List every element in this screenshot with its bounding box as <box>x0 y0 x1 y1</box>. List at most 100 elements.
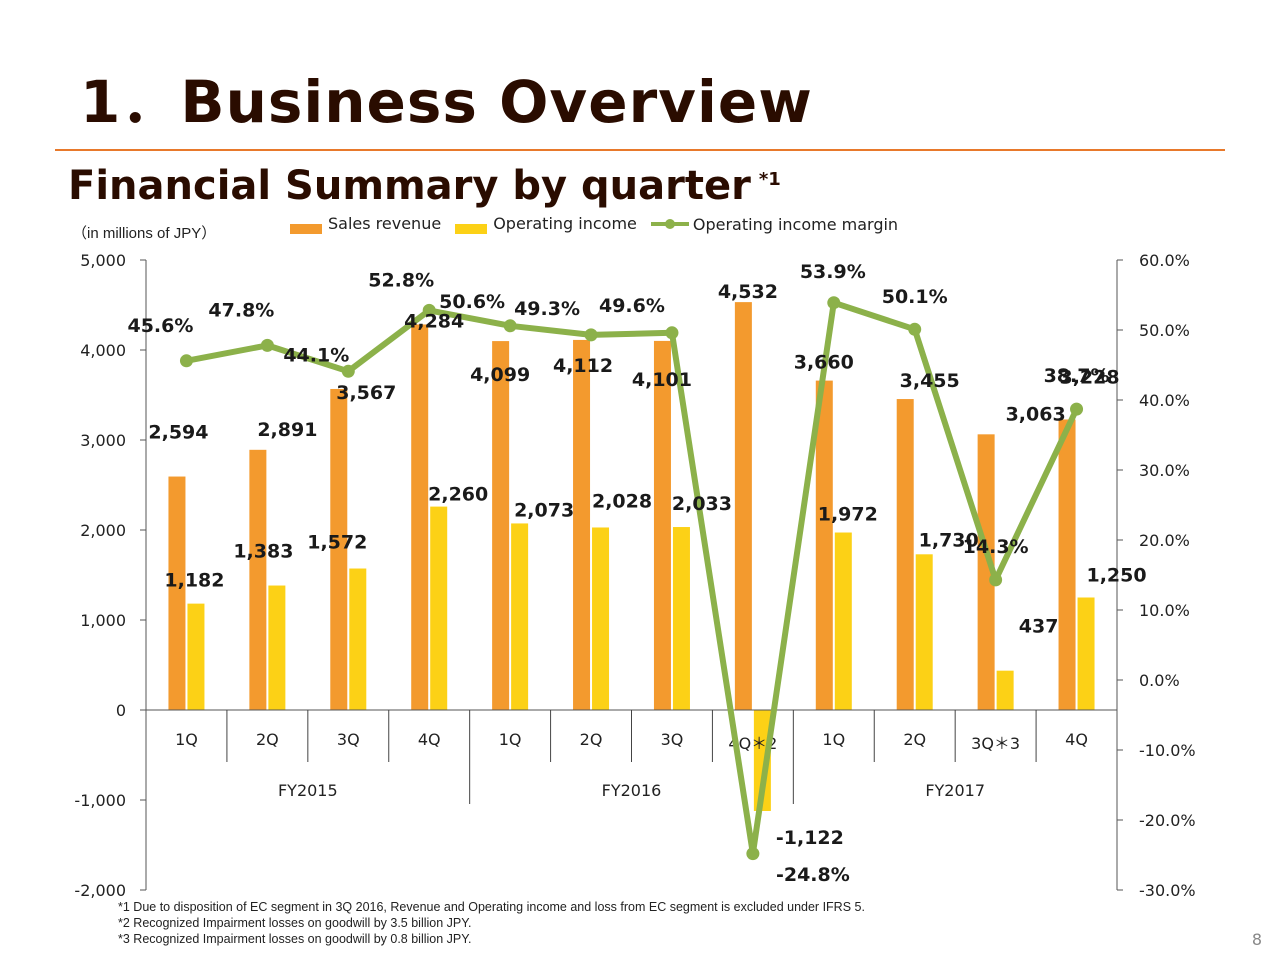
y-right-tick-label: 10.0% <box>1139 601 1190 620</box>
data-label-operating-income-margin: 49.3% <box>514 298 580 320</box>
page-number: 8 <box>1251 930 1262 949</box>
y-left-tick-label: -1,000 <box>74 791 126 810</box>
data-label-operating-income-margin: 50.6% <box>439 291 505 313</box>
data-label-operating-income: 1,730 <box>919 529 979 551</box>
chart-title: Financial Summary by quarter *1 <box>68 163 781 209</box>
y-left-tick-label: 4,000 <box>80 341 126 360</box>
data-label-sales-revenue: 4,101 <box>632 369 692 391</box>
title-divider <box>55 149 1225 151</box>
data-label-operating-income: 2,033 <box>672 493 732 515</box>
bar-sales-revenue <box>573 339 591 710</box>
x-category-label: 3Q <box>661 730 684 749</box>
data-label-operating-income-margin: 47.8% <box>208 299 274 321</box>
chart-title-footnote-mark: *1 <box>758 168 781 190</box>
data-label-sales-revenue: 4,284 <box>404 310 464 332</box>
point-operating-income-margin <box>827 296 841 310</box>
x-group-label: FY2017 <box>925 781 985 800</box>
data-label-operating-income-margin: 45.6% <box>127 315 193 337</box>
footnote-1: *1 Due to disposition of EC segment in 3… <box>118 900 865 914</box>
bar-operating-income <box>915 554 933 710</box>
x-category-label: 4Q <box>418 730 441 749</box>
x-group-label: FY2016 <box>602 781 662 800</box>
y-right-tick-label: 50.0% <box>1139 321 1190 340</box>
data-label-sales-revenue: 3,063 <box>1006 403 1066 425</box>
legend-swatch-operating-income <box>455 224 488 234</box>
y-right-tick-label: 30.0% <box>1139 461 1190 480</box>
data-label-operating-income-margin: 38.7% <box>1044 365 1110 387</box>
y-left-tick-label: 2,000 <box>80 521 126 540</box>
point-operating-income-margin <box>908 322 922 336</box>
x-category-label: 2Q <box>903 730 926 749</box>
bar-sales-revenue <box>896 399 914 710</box>
point-operating-income-margin <box>1070 402 1084 416</box>
bar-sales-revenue <box>977 434 995 710</box>
data-label-operating-income: 1,972 <box>818 504 878 526</box>
x-category-label: 1Q <box>175 730 198 749</box>
x-category-label: 4Q <box>1065 730 1088 749</box>
point-operating-income-margin <box>989 573 1003 587</box>
data-label-operating-income-margin: 53.9% <box>800 261 866 283</box>
bar-operating-income <box>1077 597 1095 710</box>
legend-line-margin <box>650 215 689 229</box>
legend-item-sales: Sales revenue <box>290 214 441 234</box>
point-operating-income-margin <box>665 326 679 340</box>
data-label-sales-revenue: 4,099 <box>470 364 530 386</box>
footnote-2: *2 Recognized Impairment losses on goodw… <box>118 916 472 930</box>
data-label-operating-income: 1,182 <box>164 570 224 592</box>
bar-sales-revenue <box>1058 419 1076 710</box>
y-right-tick-label: -10.0% <box>1139 741 1196 760</box>
line-operating-income-margin <box>185 299 1080 857</box>
data-label-operating-income: 2,028 <box>592 490 652 512</box>
y-right-tick-label: 0.0% <box>1139 671 1180 690</box>
bar-operating-income <box>672 527 690 710</box>
legend-item-margin: Operating income margin <box>650 214 899 234</box>
point-operating-income-margin <box>422 303 436 317</box>
legend-label-margin: Operating income margin <box>692 214 899 234</box>
point-operating-income-margin <box>503 319 517 333</box>
data-label-operating-income-margin: -24.8% <box>776 864 850 886</box>
data-label-operating-income: 2,260 <box>428 484 488 506</box>
bar-operating-income <box>268 585 286 710</box>
chart-legend: Sales revenue Operating income Operating… <box>290 214 912 234</box>
legend-item-operating-income: Operating income <box>455 214 637 234</box>
data-label-operating-income: 437 <box>1019 616 1059 638</box>
y-left-tick-label: 1,000 <box>80 611 126 630</box>
data-label-operating-income-margin: 44.1% <box>283 344 349 366</box>
y-left-tick-label: 3,000 <box>80 431 126 450</box>
point-operating-income-margin <box>584 328 598 342</box>
bar-sales-revenue <box>249 449 267 710</box>
data-label-operating-income: 1,383 <box>233 541 293 563</box>
point-operating-income-margin <box>179 354 193 368</box>
bar-operating-income <box>511 523 529 710</box>
bar-operating-income <box>349 568 367 710</box>
bar-sales-revenue <box>492 341 510 710</box>
data-label-operating-income: 1,572 <box>307 532 367 554</box>
x-category-label: 1Q <box>499 730 522 749</box>
point-operating-income-margin <box>341 364 355 378</box>
data-label-operating-income: -1,122 <box>776 827 844 849</box>
bar-operating-income <box>592 527 610 710</box>
y-left-tick-label: 5,000 <box>80 251 126 270</box>
y-right-tick-label: -30.0% <box>1139 881 1196 900</box>
y-right-tick-label: 20.0% <box>1139 531 1190 550</box>
bar-sales-revenue <box>330 388 348 710</box>
bar-operating-income <box>996 670 1014 710</box>
bar-sales-revenue <box>168 476 186 710</box>
legend-label-sales: Sales revenue <box>328 214 442 233</box>
unit-label: （in millions of JPY） <box>72 225 217 242</box>
bar-operating-income <box>753 710 771 811</box>
data-label-sales-revenue: 2,594 <box>148 422 208 444</box>
legend-label-operating-income: Operating income <box>493 214 637 233</box>
legend-swatch-sales <box>290 224 322 234</box>
y-right-tick-label: -20.0% <box>1139 811 1196 830</box>
data-label-operating-income-margin: 14.3% <box>963 536 1029 558</box>
data-label-operating-income: 1,250 <box>1086 565 1146 587</box>
bar-sales-revenue <box>734 302 752 710</box>
y-right-tick-label: 40.0% <box>1139 391 1190 410</box>
x-category-label: 4Q＊2 <box>728 734 777 753</box>
x-category-label: 3Q＊3 <box>971 734 1020 753</box>
data-label-operating-income-margin: 49.6% <box>599 295 665 317</box>
data-label-sales-revenue: 3,660 <box>794 352 854 374</box>
y-left-tick-label: -2,000 <box>74 881 126 900</box>
